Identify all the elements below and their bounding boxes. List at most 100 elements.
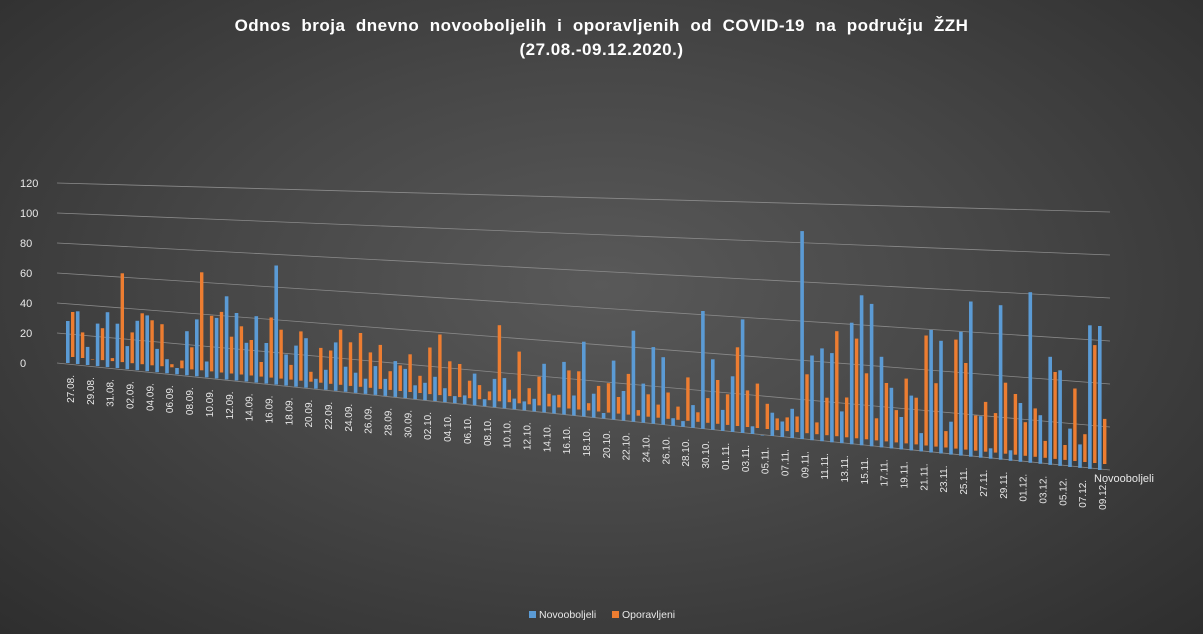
- bar-novooboljeli: [214, 317, 219, 379]
- bar-novooboljeli: [492, 378, 497, 408]
- bar-oporavljeni: [1103, 418, 1107, 464]
- bar-oporavljeni: [845, 397, 849, 438]
- bar-oporavljeni: [269, 317, 273, 378]
- bar-oporavljeni: [140, 313, 144, 365]
- bar-oporavljeni: [755, 383, 760, 428]
- bar-oporavljeni: [993, 413, 998, 453]
- bar-oporavljeni: [735, 347, 740, 426]
- bar-oporavljeni: [1053, 372, 1057, 459]
- bar-novooboljeli: [681, 421, 685, 427]
- bar-novooboljeli: [383, 378, 388, 396]
- legend-label-oporavljeni: Oporavljeni: [622, 609, 675, 621]
- x-tick-label: 27.08.: [66, 375, 77, 403]
- bar-oporavljeni: [100, 328, 105, 361]
- bar-novooboljeli: [849, 322, 854, 445]
- bar-oporavljeni: [835, 331, 839, 437]
- bar-oporavljeni: [259, 362, 263, 377]
- x-tick-label: 22.10.: [622, 433, 633, 461]
- bar-novooboljeli: [333, 342, 338, 391]
- bar-oporavljeni: [646, 394, 650, 417]
- bar-oporavljeni: [428, 347, 432, 395]
- grid-line: [56, 272, 1111, 342]
- bar-oporavljeni: [864, 373, 869, 440]
- bar-novooboljeli: [224, 296, 229, 380]
- legend-swatch-novooboljeli: [529, 611, 536, 618]
- bar-novooboljeli: [75, 311, 80, 364]
- chart-title-line2: (27.08.-09.12.2020.): [519, 40, 684, 59]
- bar-novooboljeli: [1098, 326, 1102, 470]
- x-tick-label: 16.09.: [265, 396, 276, 424]
- bar-novooboljeli: [929, 329, 933, 453]
- bar-novooboljeli: [691, 405, 695, 428]
- y-tick-label: 80: [20, 238, 32, 250]
- x-tick-label: 28.09.: [384, 408, 395, 436]
- bar-novooboljeli: [105, 312, 110, 368]
- bar-novooboljeli: [522, 401, 527, 411]
- bar-oporavljeni: [239, 326, 244, 375]
- bar-novooboljeli: [661, 357, 665, 425]
- bar-oporavljeni: [309, 371, 313, 382]
- bar-novooboljeli: [820, 348, 824, 442]
- bar-oporavljeni: [160, 324, 164, 367]
- bar-oporavljeni: [348, 342, 353, 386]
- bar-oporavljeni: [606, 383, 611, 413]
- bar-novooboljeli: [175, 368, 179, 375]
- bar-novooboljeli: [343, 366, 348, 392]
- bar-oporavljeni: [904, 378, 908, 444]
- bar-novooboljeli: [125, 346, 130, 370]
- bar-novooboljeli: [95, 323, 100, 367]
- bar-oporavljeni: [795, 416, 799, 433]
- bar-oporavljeni: [557, 394, 561, 408]
- bar-oporavljeni: [458, 364, 462, 398]
- bar-oporavljeni: [467, 380, 472, 399]
- bar-oporavljeni: [934, 383, 938, 447]
- bar-novooboljeli: [512, 398, 517, 410]
- legend: Novooboljeli Oporavljeni: [529, 609, 675, 621]
- x-tick-label: 29.08.: [86, 377, 97, 405]
- x-tick-label: 07.11.: [781, 449, 792, 476]
- chart-title-line1: Odnos broja dnevno novooboljelih i opora…: [234, 16, 969, 35]
- bar-oporavljeni: [805, 374, 809, 434]
- bar-oporavljeni: [944, 431, 948, 448]
- bar-novooboljeli: [274, 265, 278, 385]
- bar-novooboljeli: [959, 331, 963, 456]
- x-tick-label: 06.09.: [165, 385, 176, 413]
- bar-oporavljeni: [825, 397, 829, 436]
- bar-oporavljeni: [706, 398, 710, 423]
- bar-novooboljeli: [1048, 356, 1052, 465]
- bar-oporavljeni: [1083, 434, 1087, 462]
- bar-oporavljeni: [1023, 422, 1027, 456]
- bar-novooboljeli: [889, 387, 894, 449]
- y-tick-label: 120: [20, 178, 38, 190]
- x-tick-label: 06.10.: [463, 416, 474, 444]
- bar-oporavljeni: [547, 393, 551, 407]
- bar-novooboljeli: [651, 347, 656, 424]
- bar-novooboljeli: [572, 395, 576, 416]
- bar-novooboljeli: [631, 330, 636, 422]
- x-tick-label: 16.10.: [562, 426, 573, 454]
- bar-oporavljeni: [487, 391, 492, 401]
- bar-novooboljeli: [562, 361, 566, 415]
- bar-novooboljeli: [740, 319, 745, 433]
- x-tick-label: 04.10.: [443, 414, 454, 442]
- bar-novooboljeli: [611, 360, 616, 420]
- bar-novooboljeli: [234, 313, 239, 381]
- x-tick-label: 19.11.: [900, 461, 911, 488]
- bar-novooboljeli: [284, 354, 288, 386]
- bar-novooboljeli: [879, 356, 884, 448]
- x-tick-label: 24.10.: [642, 435, 653, 463]
- bar-oporavljeni: [71, 312, 75, 357]
- bar-novooboljeli: [66, 321, 70, 363]
- bar-oporavljeni: [190, 347, 194, 370]
- x-tick-label: 02.10.: [423, 412, 434, 440]
- bar-novooboljeli: [165, 359, 169, 374]
- bar-novooboljeli: [1088, 325, 1092, 469]
- bar-novooboljeli: [869, 303, 874, 447]
- bar-oporavljeni: [477, 385, 482, 400]
- x-tick-label: 08.10.: [483, 418, 494, 446]
- bar-novooboljeli: [998, 305, 1003, 460]
- bar-novooboljeli: [859, 295, 864, 446]
- bar-oporavljeni: [517, 351, 521, 404]
- bar-novooboljeli: [115, 323, 120, 369]
- bar-novooboljeli: [443, 388, 447, 403]
